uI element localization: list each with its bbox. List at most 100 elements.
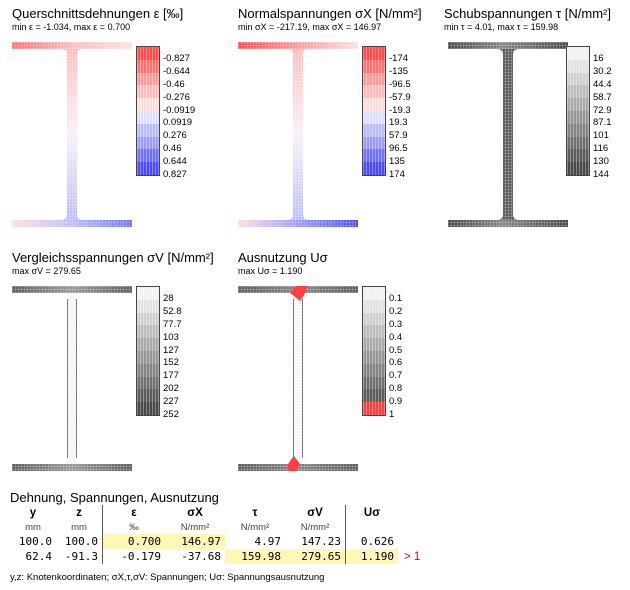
- mesh-overlay: [61, 49, 83, 220]
- mesh-overlay: [497, 49, 519, 220]
- legend-label: 0.7: [389, 370, 403, 382]
- results-footnote: y,z: Knotenkoordinaten; σX,τ,σV: Spannun…: [10, 572, 325, 583]
- legend-label: 101: [593, 130, 609, 142]
- panel-usage: Ausnutzung Uσ max Uσ = 1.190 0.1 0.2 0.3 0.…: [226, 244, 436, 484]
- legend-swatch: [363, 287, 385, 300]
- legend-box: [136, 286, 160, 416]
- legend-swatch: [137, 47, 159, 60]
- legend-swatch: [137, 111, 159, 124]
- panel-title: Vergleichsspannungen σV [N/mm²]: [12, 250, 214, 265]
- col-usage: Uσ: [345, 505, 398, 520]
- legend-swatch: [363, 85, 385, 99]
- legend-label: 28: [163, 293, 174, 305]
- legend-box: [136, 46, 160, 176]
- legend-swatch: [363, 162, 385, 175]
- legend-swatch: [567, 123, 589, 137]
- legend-swatch: [137, 338, 159, 351]
- legend-swatch: [137, 351, 159, 364]
- legend-label: 103: [163, 331, 179, 343]
- panel-subtitle: min σX = -217.19, max σX = 146.97: [238, 22, 382, 32]
- legend-label: 0.9: [389, 395, 403, 407]
- legend-label: 202: [163, 383, 179, 394]
- legend-label: 135: [389, 155, 405, 167]
- unit-tau: N/mm²: [240, 521, 270, 533]
- legend-swatch: [567, 85, 589, 99]
- i-section: [238, 42, 358, 227]
- legend-label: 44.4: [593, 79, 612, 90]
- table-row: 100.0 100.0 0.700 146.97 4.97 147.23 0.6…: [10, 534, 436, 549]
- legend-swatch: [137, 325, 159, 339]
- results-table: y z ε σX τ σV Uσ mm mm ‰ N/mm² N/mm² N/m…: [10, 505, 436, 564]
- legend-label: 57.9: [389, 130, 408, 142]
- results-title: Dehnung, Spannungen, Ausnutzung: [10, 490, 219, 505]
- unit-flag: [398, 520, 436, 534]
- legend-label: -96.5: [389, 79, 411, 90]
- panel-subtitle: min τ = 4.01, max τ = 159.98: [444, 22, 559, 32]
- col-z: z: [76, 506, 82, 519]
- col-flag: [398, 505, 436, 520]
- legend-swatch: [363, 312, 385, 326]
- mesh-overlay: [12, 286, 132, 293]
- legend-swatch: [363, 325, 385, 339]
- exceed-hotspot-bottom: [288, 456, 300, 471]
- legend-box: [566, 46, 590, 176]
- legend-swatch: [363, 72, 385, 86]
- legend-swatch: [567, 149, 589, 163]
- mesh-overlay: [238, 42, 358, 49]
- legend-label: -19.3: [389, 104, 411, 116]
- legend-label: -0.827: [163, 53, 190, 65]
- panel-title: Querschnittsdehnungen ε [‰]: [12, 6, 184, 21]
- legend-label: -0.46: [163, 79, 185, 90]
- panel-subtitle: max σV = 279.65: [12, 266, 81, 276]
- legend-swatch: [363, 59, 385, 73]
- legend-label: 0.5: [389, 344, 403, 356]
- mesh-overlay: [448, 42, 568, 49]
- panel-strain: Querschnittsdehnungen ε [‰] min ε = -1.0…: [0, 0, 210, 240]
- legend-label: 0.3: [389, 319, 403, 330]
- legend-label: 144: [593, 168, 609, 180]
- cell-sigma-x: 146.97: [165, 534, 225, 549]
- panel-sigma-v: Vergleichsspannungen σV [N/mm²] max σV =…: [0, 244, 226, 484]
- legend-swatch: [137, 59, 159, 73]
- mesh-overlay: [238, 220, 358, 227]
- panel-title: Normalspannungen σX [N/mm²]: [238, 6, 422, 21]
- legend-label: 52.8: [163, 306, 182, 318]
- legend-label: 0.0919: [163, 117, 193, 129]
- legend-swatch: [137, 376, 159, 390]
- panel-tau: Schubspannungen τ [N/mm²] min τ = 4.01, …: [436, 0, 630, 240]
- legend-swatch: [137, 312, 159, 326]
- table-units-row: mm mm ‰ N/mm² N/mm² N/mm²: [10, 520, 436, 534]
- sigma-x-section-plot: [238, 42, 358, 227]
- legend-swatch: [137, 363, 159, 377]
- legend-swatch: [363, 98, 385, 111]
- i-section: [12, 286, 132, 471]
- legend-swatch: [363, 123, 385, 137]
- legend-label: 30.2: [593, 66, 612, 78]
- legend-swatch: [137, 123, 159, 137]
- legend-swatch: [363, 351, 385, 364]
- legend-label: 0.827: [163, 168, 187, 180]
- unit-z: mm: [71, 521, 87, 533]
- cell-y: 62.4: [25, 550, 53, 563]
- cell-z: -91.3: [64, 550, 98, 563]
- legend-swatch: [567, 47, 589, 60]
- legend-label: 174: [389, 168, 405, 180]
- cell-y: 100.0: [18, 535, 52, 548]
- legend-swatch: [363, 149, 385, 163]
- legend-label: 227: [163, 395, 179, 407]
- col-y: y: [29, 506, 37, 519]
- cell-sigma-x: -37.68: [181, 550, 221, 563]
- table-header-row: y z ε σX τ σV Uσ: [10, 505, 436, 520]
- legend-label: 116: [593, 143, 609, 154]
- legend-swatch: [137, 98, 159, 111]
- i-section: [238, 286, 358, 471]
- sigma-v-section-plot: [12, 286, 132, 471]
- legend-label: 19.3: [389, 117, 408, 129]
- legend-swatch: [137, 72, 159, 86]
- mesh-overlay: [12, 464, 132, 471]
- legend-swatch: [137, 149, 159, 163]
- legend-swatch: [363, 363, 385, 377]
- legend-swatch: [363, 376, 385, 390]
- legend-swatch: [567, 162, 589, 175]
- legend-label: 1: [389, 408, 395, 420]
